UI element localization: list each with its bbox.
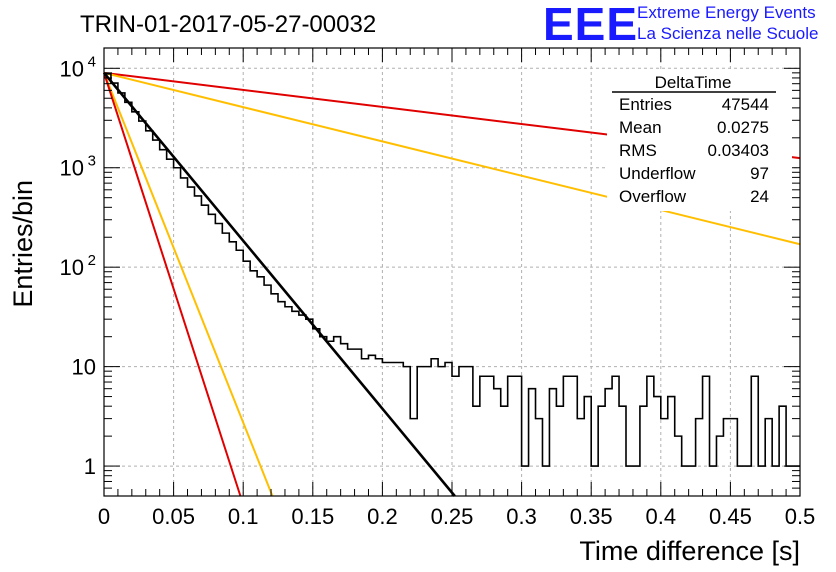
histogram [104,73,800,467]
y-axis-label: Entries/bin [8,180,38,308]
stats-label-mean: Mean [619,118,662,137]
x-tick-label: 0.1 [228,504,259,529]
y-tick-label-exponent: 4 [88,53,96,70]
x-axis-label: Time difference [s] [579,536,800,566]
stats-rows: Entries 47544 Mean 0.0275 RMS 0.03403 Underflo… [619,95,769,206]
x-tick-label: 0.45 [709,504,752,529]
y-tick-label: 10 [72,355,96,380]
stats-background [607,71,792,211]
stats-label-rms: RMS [619,141,657,160]
y-tick-label-exponent: 3 [88,153,96,170]
curve-orange-1 [103,71,801,246]
stats-title: DeltaTime [655,73,732,92]
stats-label-underflow: Underflow [619,164,696,183]
curve-red-3 [103,72,242,497]
x-tick-label: 0.35 [570,504,613,529]
stats-box: DeltaTime Entries 47544 Mean 0.0275 RMS 0.034… [607,71,792,211]
stats-label-entries: Entries [619,95,672,114]
curve-orange-2 [103,72,274,497]
y-tick-label: 10 [60,156,84,181]
stats-value-entries: 47544 [722,95,769,114]
stats-value-mean: 0.0275 [717,118,769,137]
chart-title: TRIN-01-2017-05-27-00032 [80,11,376,38]
stats-value-overflow: 24 [750,187,769,206]
x-tick-label: 0.3 [506,504,537,529]
x-tick-label: 0.05 [152,504,195,529]
y-tick-label: 10 [60,56,84,81]
curve-fit-4 [102,72,456,497]
y-tick-label: 1 [84,454,96,479]
x-tick-label: 0.25 [431,504,474,529]
stats-label-overflow: Overflow [619,187,687,206]
x-tick-label: 0.15 [291,504,334,529]
stats-value-underflow: 97 [750,164,769,183]
eee-logo: EEE [543,0,638,50]
y-tick-label: 10 [60,255,84,280]
y-tick-label-exponent: 2 [88,252,96,269]
x-tick-label: 0.5 [785,504,816,529]
logo-line-1: Extreme Energy Events [637,3,816,22]
x-tick-label: 0.4 [646,504,677,529]
x-tick-label: 0 [98,504,110,529]
stats-value-rms: 0.03403 [708,141,769,160]
logo-line-2: La Scienza nelle Scuole [637,24,818,43]
x-axis: 0 0.05 0.1 0.15 0.2 0.25 0.3 0.35 0.4 0.45 0.5 [98,48,815,529]
histogram-steps [104,73,800,467]
x-tick-label: 0.2 [367,504,398,529]
